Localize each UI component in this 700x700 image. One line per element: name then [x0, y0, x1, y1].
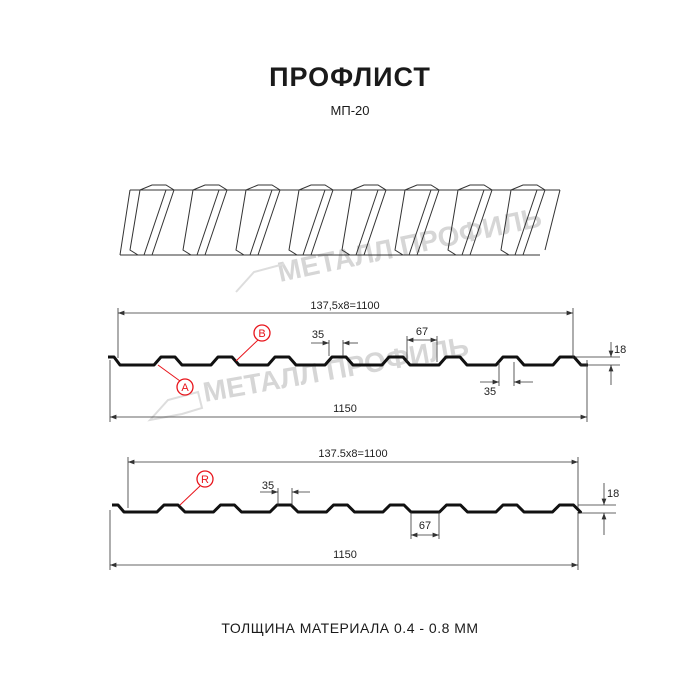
profile-1-width-label: 1150 — [333, 403, 357, 415]
profile-1-span-label: 137,5x8=1100 — [310, 300, 379, 312]
profile-2-top-label: 35 — [262, 480, 274, 492]
marker-a: A — [157, 364, 194, 396]
profile-2-pitch-label: 67 — [419, 520, 431, 532]
profile-2-outline — [112, 503, 582, 514]
svg-text:МЕТАЛЛ ПРОФИЛЬ: МЕТАЛЛ ПРОФИЛЬ — [201, 331, 471, 408]
profile-1-outline — [108, 355, 588, 367]
model-subtitle: МП-20 — [330, 103, 370, 118]
profile-2-height-label: 18 — [607, 488, 619, 500]
profile-1-pitch-label: 67 — [416, 326, 428, 338]
profile-1-top-label: 35 — [312, 329, 324, 341]
sheet-3d-illustration — [119, 184, 561, 256]
page-title: ПРОФЛИСТ — [269, 62, 431, 92]
profile-2-width-label: 1150 — [333, 549, 357, 561]
material-thickness-note: ТОЛЩИНА МАТЕРИАЛА 0.4 - 0.8 ММ — [221, 620, 479, 636]
svg-text:МЕТАЛЛ ПРОФИЛЬ: МЕТАЛЛ ПРОФИЛЬ — [275, 202, 545, 288]
profile-1-height-label: 18 — [614, 344, 626, 356]
profile-1-bottom-label: 35 — [484, 386, 496, 398]
profile-1: 137,5x8=1100 1150 35 67 35 18 B A — [108, 300, 626, 422]
svg-text:R: R — [201, 474, 209, 486]
svg-text:A: A — [181, 382, 189, 394]
marker-b: B — [235, 324, 271, 362]
svg-text:B: B — [258, 328, 265, 340]
profile-2-span-label: 137.5x8=1100 — [318, 448, 387, 460]
profile-2: 137.5x8=1100 1150 35 67 18 R — [109, 448, 619, 570]
marker-r: R — [179, 470, 214, 506]
